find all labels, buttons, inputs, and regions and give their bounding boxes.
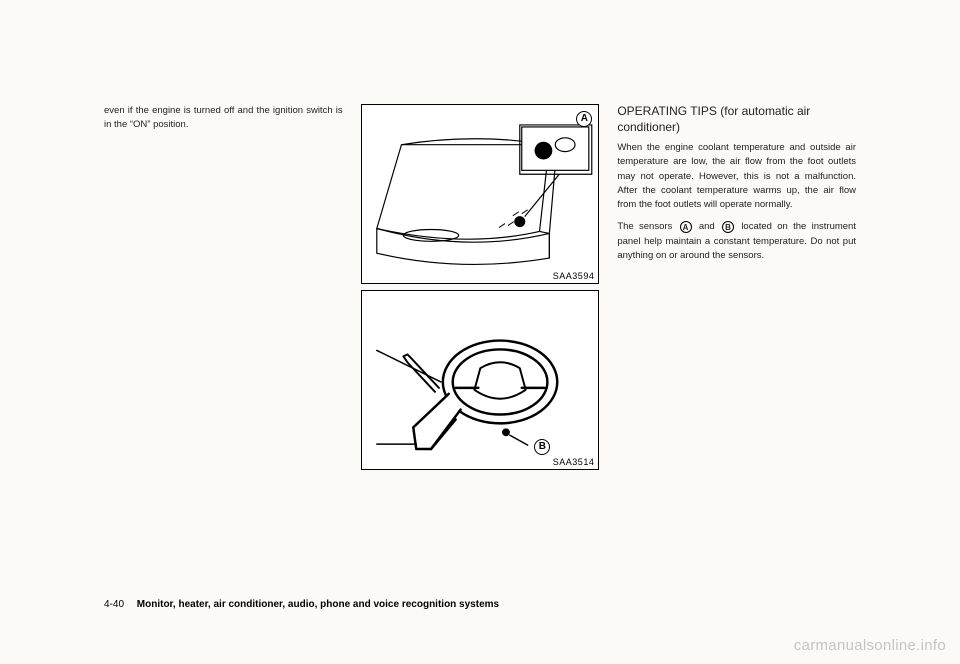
figure-bottom: B SAA3514 bbox=[361, 290, 600, 470]
figure-column: A SAA3594 bbox=[361, 104, 600, 584]
figure-id-top: SAA3594 bbox=[553, 271, 595, 281]
left-paragraph: even if the engine is turned off and the… bbox=[104, 104, 343, 133]
right-p1: When the engine coolant temperature and … bbox=[617, 141, 856, 212]
steering-wheel-illustration bbox=[362, 291, 599, 469]
right-p2: The sensors A and B located on the instr… bbox=[617, 220, 856, 263]
inline-label-b: B bbox=[722, 221, 734, 233]
watermark: carmanualsonline.info bbox=[794, 637, 946, 654]
inline-label-a: A bbox=[680, 221, 692, 233]
figure-id-bottom: SAA3514 bbox=[553, 457, 595, 467]
figure-top: A SAA3594 bbox=[361, 104, 600, 284]
dashboard-windshield-illustration bbox=[362, 105, 599, 283]
p2-part-b: and bbox=[694, 221, 720, 232]
right-column: OPERATING TIPS (for automatic air condit… bbox=[617, 104, 856, 584]
section-title: Monitor, heater, air conditioner, audio,… bbox=[137, 599, 499, 610]
p2-part-a: The sensors bbox=[617, 221, 677, 232]
heading-prefix: OPERATING TIPS bbox=[617, 104, 720, 118]
page-number: 4-40 bbox=[104, 599, 124, 610]
left-column: even if the engine is turned off and the… bbox=[104, 104, 343, 584]
page-footer: 4-40 Monitor, heater, air conditioner, a… bbox=[104, 599, 499, 610]
section-heading: OPERATING TIPS (for automatic air condit… bbox=[617, 104, 856, 135]
